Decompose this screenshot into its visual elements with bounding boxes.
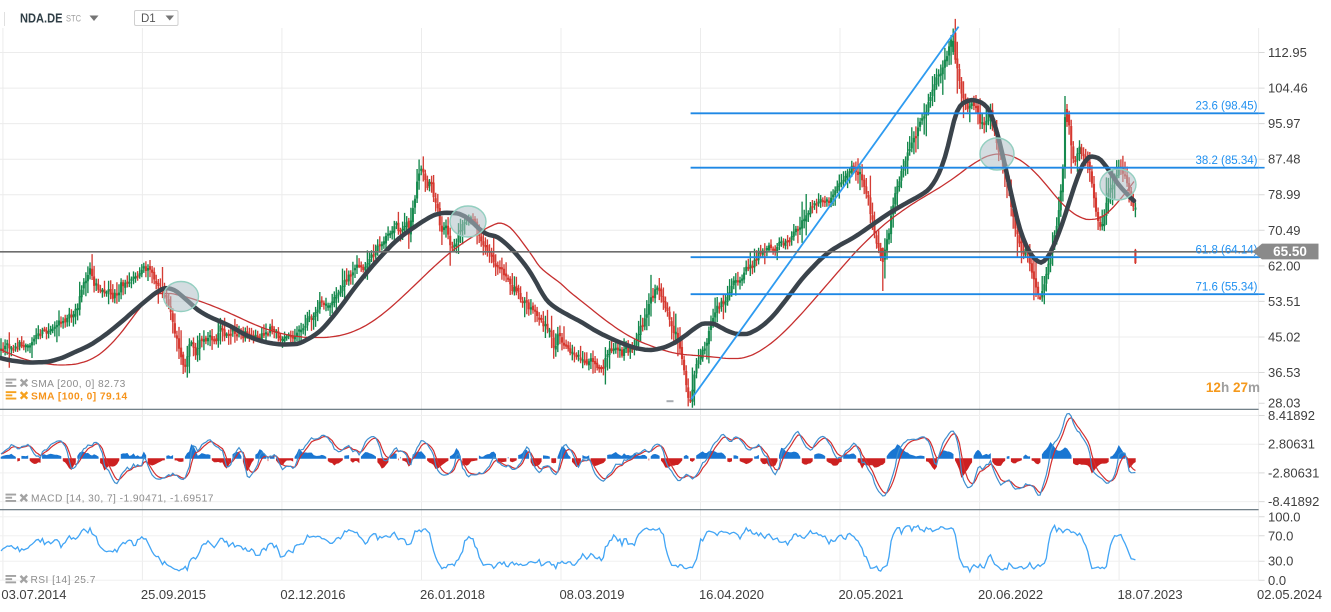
svg-text:78.99: 78.99 xyxy=(1268,187,1301,202)
svg-text:STC: STC xyxy=(66,14,81,25)
svg-text:-8.41892: -8.41892 xyxy=(1268,494,1319,509)
svg-text:02.12.2016: 02.12.2016 xyxy=(280,587,345,602)
svg-text:25.09.2015: 25.09.2015 xyxy=(141,587,206,602)
svg-text:8.41892: 8.41892 xyxy=(1268,408,1315,423)
svg-text:100.0: 100.0 xyxy=(1268,509,1301,524)
svg-text:03.07.2014: 03.07.2014 xyxy=(1,587,66,602)
svg-text:20.06.2022: 20.06.2022 xyxy=(978,587,1043,602)
svg-text:NDA.DE: NDA.DE xyxy=(20,11,63,26)
svg-text:53.51: 53.51 xyxy=(1268,294,1301,309)
svg-text:38.2 (85.34): 38.2 (85.34) xyxy=(1195,155,1257,167)
svg-text:MACD [14, 30, 7] -1.90471, -1.: MACD [14, 30, 7] -1.90471, -1.69517 xyxy=(31,494,214,505)
svg-text:-2.80631: -2.80631 xyxy=(1268,465,1319,480)
svg-text:28.03: 28.03 xyxy=(1268,396,1301,411)
svg-text:16.04.2020: 16.04.2020 xyxy=(699,587,764,602)
svg-text:08.03.2019: 08.03.2019 xyxy=(559,587,624,602)
svg-text:95.97: 95.97 xyxy=(1268,116,1301,131)
svg-text:20.05.2021: 20.05.2021 xyxy=(838,587,903,602)
svg-text:SMA [200, 0] 82.73: SMA [200, 0] 82.73 xyxy=(31,379,126,390)
svg-text:30.0: 30.0 xyxy=(1268,554,1293,569)
svg-text:0.0: 0.0 xyxy=(1268,573,1286,588)
svg-text:112.95: 112.95 xyxy=(1268,45,1307,60)
svg-text:36.53: 36.53 xyxy=(1268,365,1301,380)
svg-text:70.49: 70.49 xyxy=(1268,223,1301,238)
svg-text:87.48: 87.48 xyxy=(1268,152,1301,167)
svg-text:RSI [14] 25.7: RSI [14] 25.7 xyxy=(31,575,96,586)
svg-text:71.6 (55.34): 71.6 (55.34) xyxy=(1195,282,1257,294)
svg-text:65.50: 65.50 xyxy=(1273,244,1307,259)
svg-text:23.6 (98.45): 23.6 (98.45) xyxy=(1195,101,1257,113)
svg-text:104.46: 104.46 xyxy=(1268,81,1308,96)
svg-text:45.02: 45.02 xyxy=(1268,330,1301,345)
svg-text:02.05.2024: 02.05.2024 xyxy=(1257,587,1322,602)
svg-text:26.01.2018: 26.01.2018 xyxy=(420,587,485,602)
svg-text:2.80631: 2.80631 xyxy=(1268,437,1315,452)
svg-text:D1: D1 xyxy=(141,13,156,25)
svg-text:12h 27m: 12h 27m xyxy=(1206,380,1260,395)
svg-text:18.07.2023: 18.07.2023 xyxy=(1118,587,1183,602)
svg-text:61.8 (64.14): 61.8 (64.14) xyxy=(1195,244,1257,256)
svg-text:SMA [100, 0] 79.14: SMA [100, 0] 79.14 xyxy=(31,391,128,402)
svg-text:70.0: 70.0 xyxy=(1268,528,1293,543)
svg-text:62.00: 62.00 xyxy=(1268,258,1301,273)
